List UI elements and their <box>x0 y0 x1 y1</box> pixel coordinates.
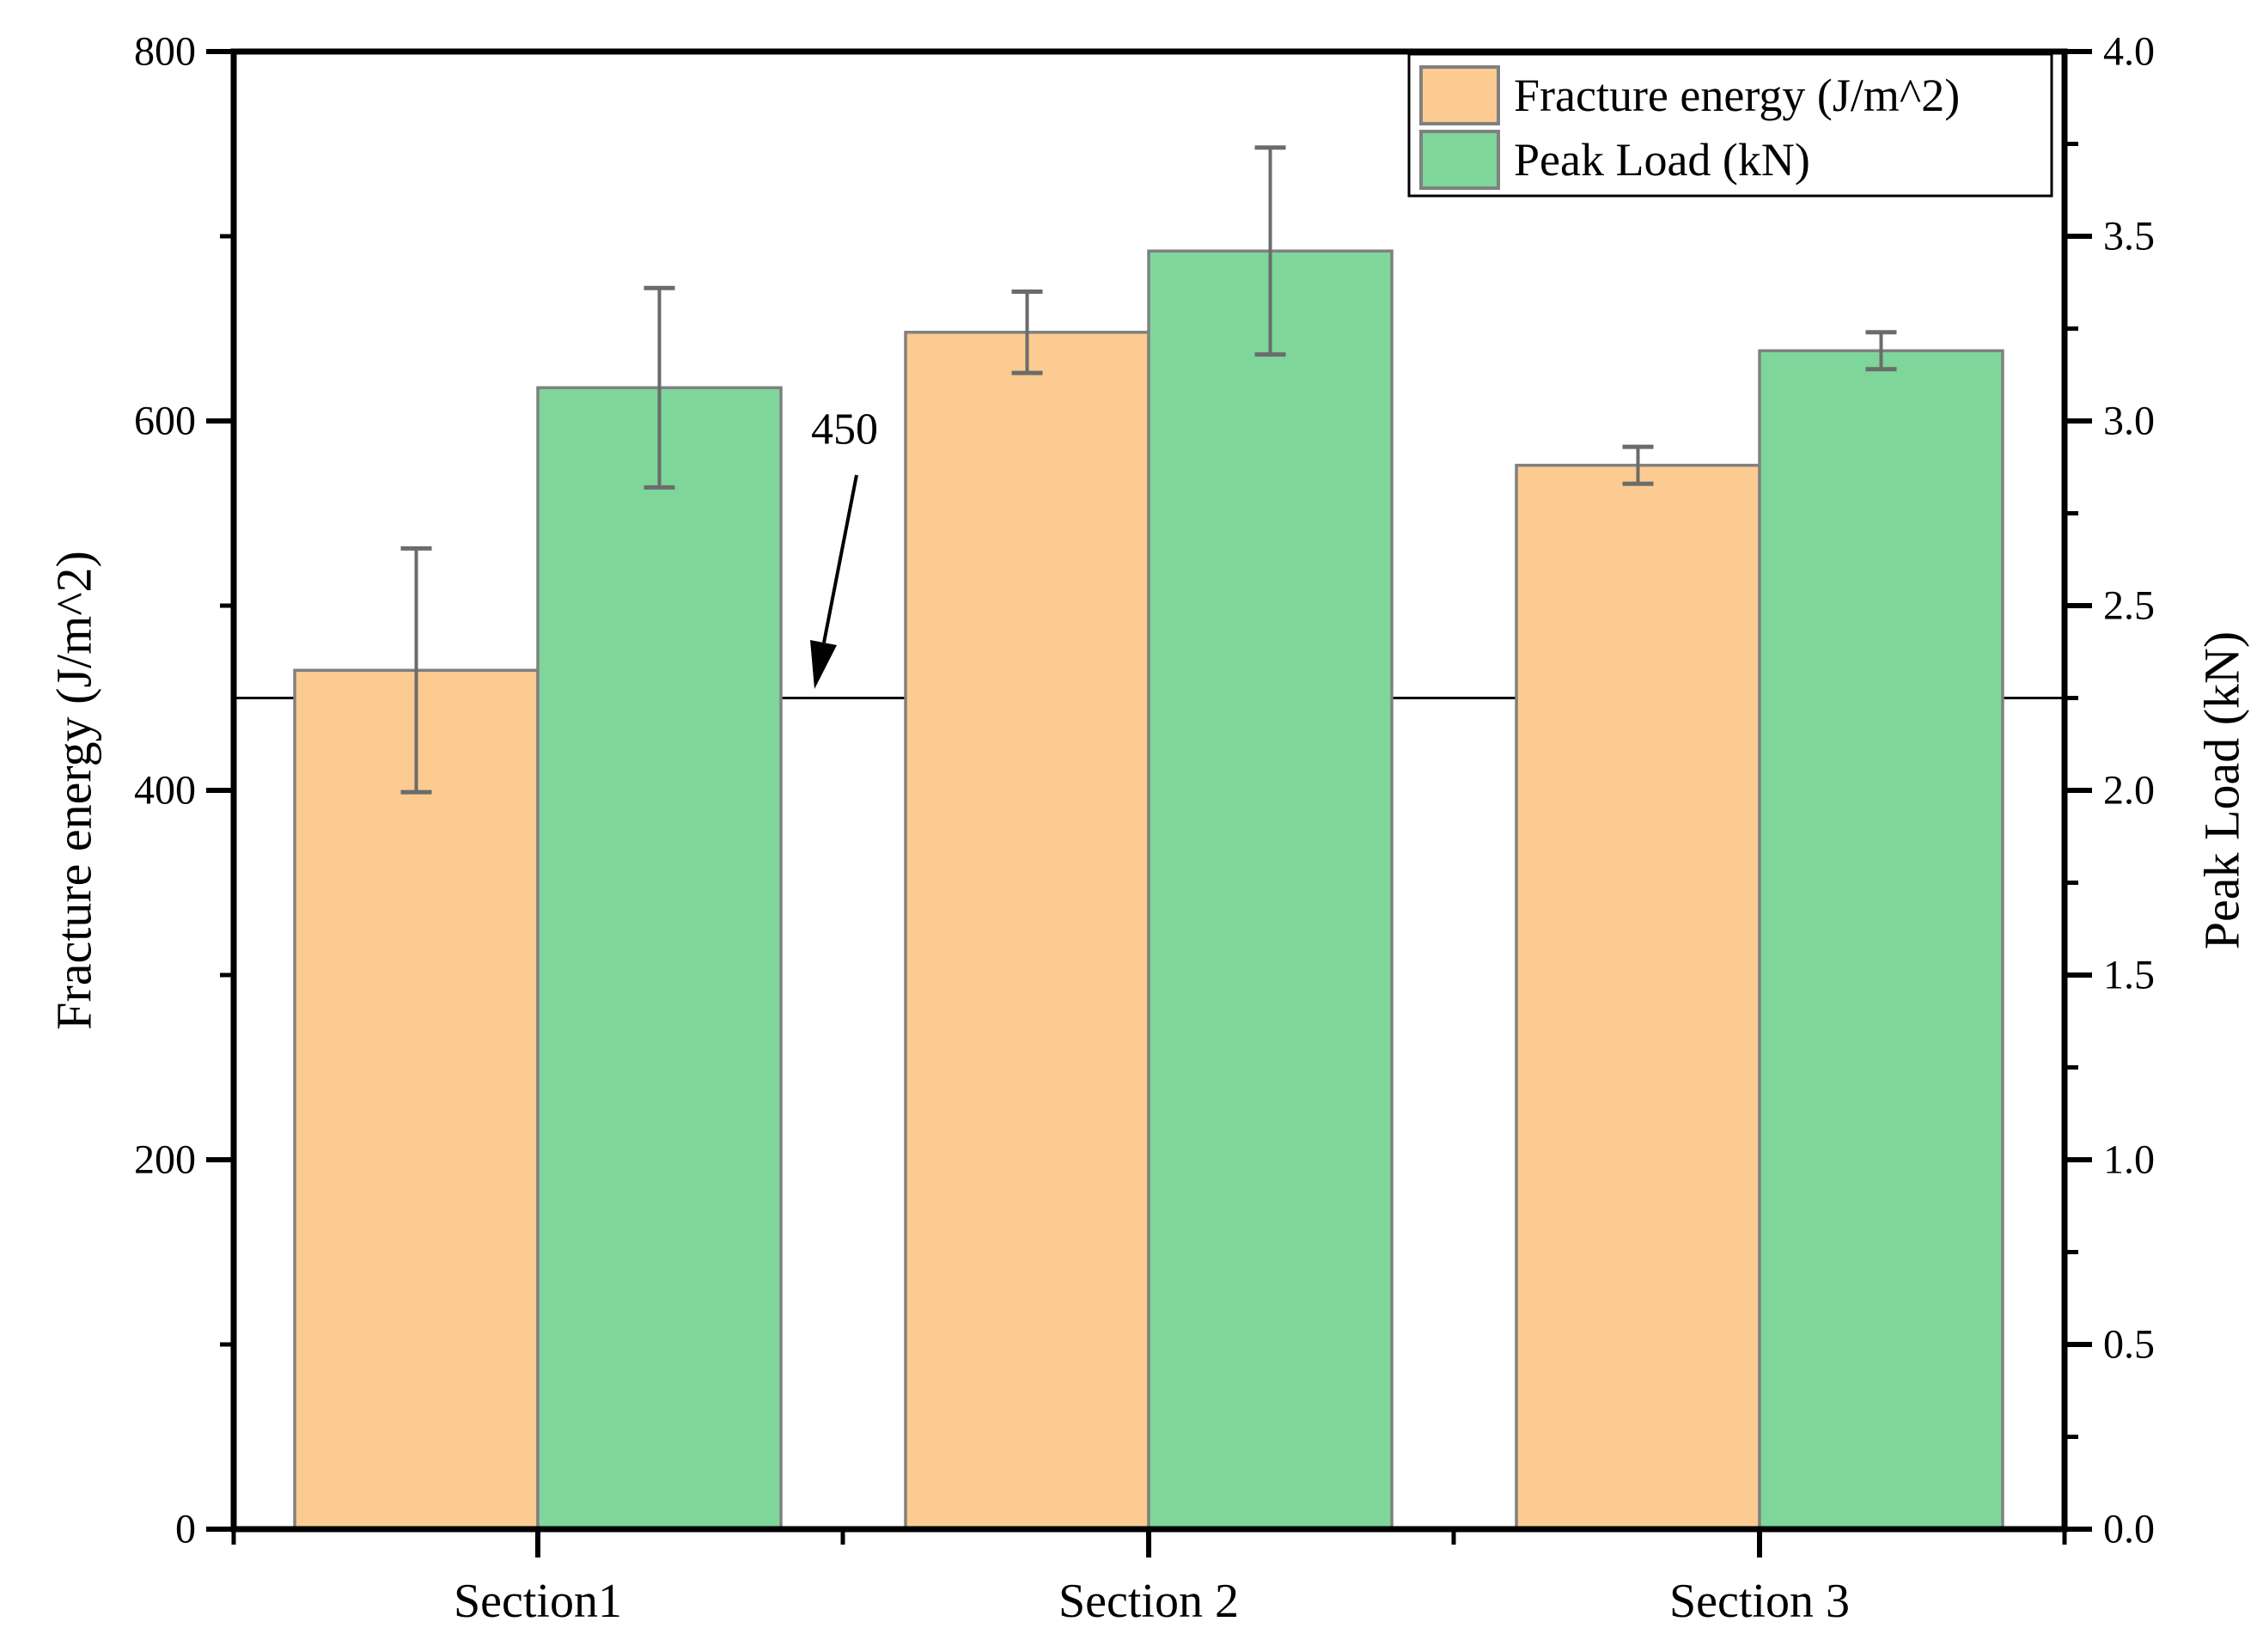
right-axis-tick-label: 0.0 <box>2103 1507 2155 1552</box>
right-axis-tick-label: 3.5 <box>2103 214 2155 259</box>
right-axis-tick-label: 1.5 <box>2103 953 2155 998</box>
right-axis-tick-label: 2.0 <box>2103 768 2155 814</box>
right-axis-tick-label: 3.0 <box>2103 399 2155 444</box>
right-axis-tick-label: 2.5 <box>2103 583 2155 629</box>
legend: Fracture energy (J/m^2) Peak Load (kN) <box>1407 52 2053 198</box>
right-axis-title: Peak Load (kN) <box>2194 631 2250 949</box>
bar-fracture-energy <box>293 668 540 1531</box>
annotation-arrow-head <box>810 640 837 689</box>
right-axis-tick-label: 1.0 <box>2103 1137 2155 1183</box>
x-axis-category-label: Section1 <box>454 1575 622 1628</box>
legend-label-fracture-energy: Fracture energy (J/m^2) <box>1514 70 1960 121</box>
right-axis-tick-label: 0.5 <box>2103 1322 2155 1368</box>
left-axis-tick-label: 0 <box>175 1507 196 1552</box>
x-axis-category-label: Section 3 <box>1669 1575 1850 1628</box>
x-axis-category-label: Section 2 <box>1058 1575 1239 1628</box>
left-axis-tick-label: 600 <box>134 399 196 444</box>
left-axis-tick-label: 400 <box>134 768 196 814</box>
legend-label-peak-load: Peak Load (kN) <box>1514 134 1810 186</box>
reference-line-annotation: 450 <box>811 405 878 454</box>
left-axis-tick-label: 200 <box>134 1137 196 1183</box>
bar-fracture-energy <box>1515 463 1761 1531</box>
legend-swatch-fracture-energy <box>1419 65 1500 125</box>
left-axis-tick-label: 800 <box>134 29 196 75</box>
right-axis-tick-label: 4.0 <box>2103 29 2155 75</box>
legend-box <box>1407 52 2053 198</box>
annotation-arrow-shaft <box>822 474 858 643</box>
bar-peak-load <box>536 386 783 1531</box>
legend-swatch-peak-load <box>1419 130 1500 190</box>
bar-fracture-energy <box>904 331 1150 1531</box>
left-axis-title: Fracture energy (J/m^2) <box>46 551 102 1030</box>
bar-peak-load <box>1758 349 2004 1531</box>
bar-peak-load <box>1147 249 1394 1531</box>
